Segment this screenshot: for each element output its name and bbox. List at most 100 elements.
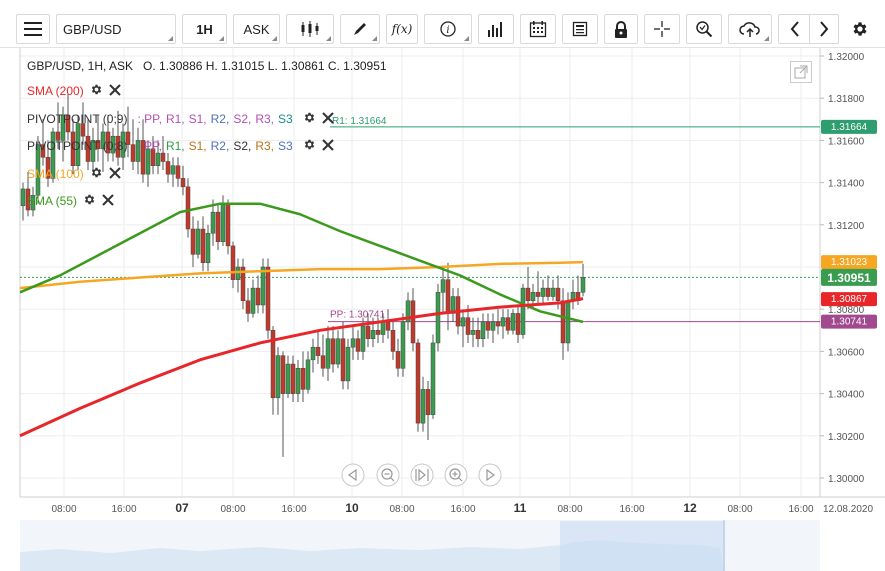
candle-body [215, 211, 221, 242]
crosshair-button[interactable] [644, 14, 680, 44]
pivot-level-label: S1, [188, 112, 207, 126]
candle-body [440, 279, 446, 293]
indicator-label: PIVOTPOINT (0;8) [27, 139, 128, 153]
candle-body [375, 330, 381, 335]
candle-body [555, 287, 561, 302]
candle-body [265, 266, 271, 331]
indicator-legend-row: PIVOTPOINT (0;8): PP, R1, S1, R2, S2, R3, S3 [27, 138, 334, 154]
gear-icon [853, 22, 867, 36]
gear-icon[interactable] [90, 83, 103, 99]
candle-body [50, 131, 56, 179]
symbol-selector[interactable]: GBP/USD [56, 14, 176, 44]
price-tag-label: 1.30951 [827, 271, 871, 285]
candle-body [550, 287, 556, 297]
expand-chart-button[interactable] [790, 61, 812, 83]
candle-body [305, 359, 311, 390]
gear-icon[interactable] [303, 138, 316, 154]
candle-body [310, 346, 316, 361]
gear-icon[interactable] [90, 166, 103, 182]
price-tag-label: 1.31023 [831, 257, 868, 268]
time-axis-label: 11 [514, 501, 527, 515]
timeframe-selector[interactable]: 1H [182, 14, 227, 44]
close-icon[interactable] [108, 83, 121, 99]
fx-label: f(x) [391, 22, 413, 36]
chart-area[interactable]: R1: 1.31664 PP: 1.30741 1.32000 1.31800 1.31… [0, 48, 885, 571]
candle-body [425, 389, 431, 415]
indicator-legend-row: PIVOTPOINT (0;9): PP, R1, S1, R2, S2, R3, S3 [27, 111, 334, 127]
zoom-button[interactable] [686, 14, 722, 44]
info-button[interactable]: i [424, 14, 472, 44]
candle-body [105, 131, 111, 154]
cloud-upload-icon [739, 22, 760, 37]
gear-icon[interactable] [83, 193, 96, 209]
volume-button[interactable] [478, 14, 514, 44]
candle-body [40, 144, 46, 158]
pivot-level-label: S1, [188, 139, 207, 153]
price-axis-label: 1.30000 [828, 474, 865, 485]
toolbar: GBP/USD 1H ASK f(x) i [0, 0, 885, 48]
upload-button[interactable] [728, 14, 772, 44]
candle-body [460, 317, 466, 327]
pivot-level-label: R3, [255, 139, 275, 153]
chart-type-button[interactable] [286, 14, 334, 44]
info-icon: i [440, 21, 456, 37]
pivot-level-label: : PP, [137, 112, 162, 126]
candle-body [60, 114, 66, 141]
pivot-level-label: : PP, [137, 139, 162, 153]
zoom-in-button[interactable] [444, 463, 468, 487]
candle-body [540, 287, 546, 297]
calendar-button[interactable] [520, 14, 556, 44]
zoom-out-button[interactable] [376, 463, 400, 487]
menu-button[interactable] [16, 14, 50, 44]
close-icon[interactable] [102, 193, 114, 209]
time-axis-label: 12 [683, 501, 697, 515]
candle-body [380, 321, 386, 335]
price-axis-label: 1.30400 [828, 390, 865, 401]
candle-body [285, 363, 291, 394]
lock-icon [615, 20, 627, 38]
close-icon[interactable] [322, 111, 334, 127]
indicators-button[interactable]: f(x) [386, 14, 418, 44]
draw-tool-button[interactable] [340, 14, 380, 44]
scroll-right-button[interactable] [809, 14, 839, 44]
pan-left-button[interactable] [341, 463, 365, 487]
candle-body [210, 211, 216, 234]
candle-body [520, 287, 526, 335]
candle-body [270, 330, 276, 399]
menu-icon [24, 22, 42, 36]
price-axis-label: 1.30200 [828, 432, 865, 443]
candle-body [430, 342, 436, 415]
close-icon[interactable] [322, 138, 334, 154]
candle-body [55, 131, 61, 141]
candle-body [565, 300, 571, 344]
price-tag [821, 314, 877, 329]
candle-body [240, 266, 246, 302]
reset-view-button[interactable] [410, 463, 434, 487]
price-axis-label: 1.30600 [828, 347, 865, 358]
close-icon[interactable] [108, 166, 121, 182]
gear-icon[interactable] [303, 111, 316, 127]
candle-body [340, 338, 346, 382]
news-button[interactable] [562, 14, 598, 44]
scroll-left-button[interactable] [778, 14, 810, 44]
candle-body [355, 338, 361, 352]
candle-body [160, 152, 166, 162]
price-axis-label: 1.31800 [828, 94, 865, 105]
volume-window [560, 521, 725, 571]
candle-body [485, 321, 491, 331]
candle-body [65, 114, 71, 133]
price-axis-label: 1.32000 [828, 52, 865, 63]
lock-button[interactable] [604, 14, 638, 44]
candle-body [230, 245, 236, 280]
settings-button[interactable] [845, 14, 875, 44]
pivot-level-label: S3 [278, 139, 293, 153]
indicator-label: SMA (200) [27, 84, 84, 98]
candle-body [30, 195, 36, 211]
pan-right-button[interactable] [478, 463, 502, 487]
candle-body [180, 178, 186, 188]
price-axis-label: 1.31600 [828, 136, 865, 147]
candle-body [545, 287, 551, 297]
news-icon [572, 21, 588, 37]
candle-body [490, 321, 496, 331]
price-side-selector[interactable]: ASK [233, 14, 280, 44]
